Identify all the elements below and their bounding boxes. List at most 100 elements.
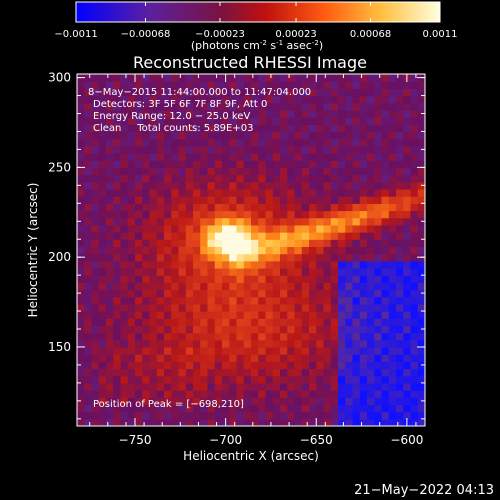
heatmap-cell [410, 131, 419, 140]
heatmap-cell [287, 74, 296, 82]
heatmap-cell [127, 411, 136, 420]
heatmap-cell [229, 232, 238, 240]
heatmap-cell [367, 296, 375, 305]
heatmap-cell [374, 375, 383, 384]
heatmap-cell [113, 418, 122, 426]
heatmap-cell [265, 332, 274, 341]
heatmap-cell [207, 303, 216, 312]
heatmap-cell [77, 311, 85, 319]
heatmap-cell [142, 397, 151, 406]
heatmap-cell [359, 368, 368, 377]
heatmap-cell [410, 318, 419, 327]
heatmap-cell [309, 188, 317, 197]
heatmap-cell [367, 260, 375, 269]
heatmap-cell [272, 181, 281, 190]
heatmap-cell [98, 174, 107, 183]
heatmap-cell [243, 260, 252, 269]
heatmap-cell [410, 232, 419, 240]
heatmap-cell [207, 188, 216, 197]
heatmap-cell [222, 210, 230, 219]
heatmap-cell [98, 232, 107, 240]
heatmap-cell [113, 145, 122, 154]
heatmap-cell [135, 124, 143, 133]
heatmap-cell [98, 339, 107, 348]
heatmap-cell [359, 138, 368, 147]
heatmap-cell [272, 117, 281, 125]
heatmap-cell [338, 88, 346, 97]
heatmap-cell [309, 203, 317, 212]
heatmap-cell [301, 354, 310, 362]
heatmap-cell [301, 332, 310, 341]
heatmap-cell [396, 411, 404, 420]
heatmap-cell [258, 109, 267, 118]
heatmap-cell [338, 411, 346, 420]
heatmap-cell [287, 160, 296, 168]
heatmap-cell [388, 188, 397, 197]
heatmap-cell [127, 138, 136, 147]
heatmap-cell [200, 95, 209, 104]
heatmap-cell [258, 382, 267, 391]
heatmap-cell [156, 224, 165, 233]
heatmap-cell [91, 275, 100, 283]
heatmap-cell [265, 95, 274, 104]
heatmap-cell [120, 303, 129, 312]
heatmap-cell [251, 224, 259, 233]
heatmap-cell [316, 239, 325, 248]
heatmap-cell [243, 174, 252, 183]
heatmap-cell [193, 224, 201, 233]
heatmap-cell [243, 296, 252, 305]
heatmap-cell [316, 361, 325, 370]
heatmap-cell [345, 318, 354, 327]
heatmap-cell [251, 174, 259, 183]
heatmap-cell [120, 246, 129, 255]
heatmap-cell [120, 145, 129, 154]
heatmap-cell [149, 232, 158, 240]
heatmap-cell [374, 267, 383, 276]
heatmap-cell [135, 390, 143, 398]
heatmap-cell [403, 145, 412, 154]
heatmap-cell [84, 145, 93, 154]
heatmap-cell [149, 246, 158, 255]
heatmap-cell [374, 289, 383, 298]
heatmap-cell [142, 246, 151, 255]
heatmap-cell [359, 203, 368, 212]
heatmap-cell [185, 275, 194, 283]
heatmap-cell [359, 81, 368, 89]
heatmap-cell [301, 418, 310, 426]
heatmap-cell [193, 124, 201, 133]
heatmap-cell [330, 188, 339, 197]
heatmap-cell [272, 260, 281, 269]
heatmap-cell [258, 246, 267, 255]
heatmap-cell [164, 88, 172, 97]
heatmap-cell [207, 153, 216, 161]
heatmap-cell [396, 361, 404, 370]
heatmap-cell [309, 332, 317, 341]
heatmap-cell [222, 153, 230, 161]
heatmap-cell [113, 382, 122, 391]
heatmap-cell [171, 318, 180, 327]
heatmap-cell [265, 382, 274, 391]
heatmap-cell [265, 361, 274, 370]
heatmap-cell [113, 267, 122, 276]
heatmap-cell [222, 246, 230, 255]
heatmap-cell [200, 411, 209, 420]
heatmap-cell [403, 102, 412, 111]
heatmap-cell [272, 217, 281, 226]
heatmap-cell [200, 418, 209, 426]
heatmap-cell [185, 188, 194, 197]
heatmap-cell [171, 418, 180, 426]
heatmap-cell [164, 160, 172, 168]
heatmap-cell [164, 411, 172, 420]
heatmap-cell [403, 224, 412, 233]
heatmap-cell [294, 267, 303, 276]
heatmap-cell [84, 203, 93, 212]
heatmap-cell [193, 74, 201, 82]
heatmap-cell [388, 102, 397, 111]
heatmap-cell [171, 181, 180, 190]
heatmap-cell [77, 131, 85, 140]
heatmap-cell [127, 145, 136, 154]
heatmap-cell [265, 289, 274, 298]
heatmap-cell [352, 303, 361, 312]
heatmap-cell [222, 404, 230, 413]
heatmap-cell [410, 196, 419, 204]
